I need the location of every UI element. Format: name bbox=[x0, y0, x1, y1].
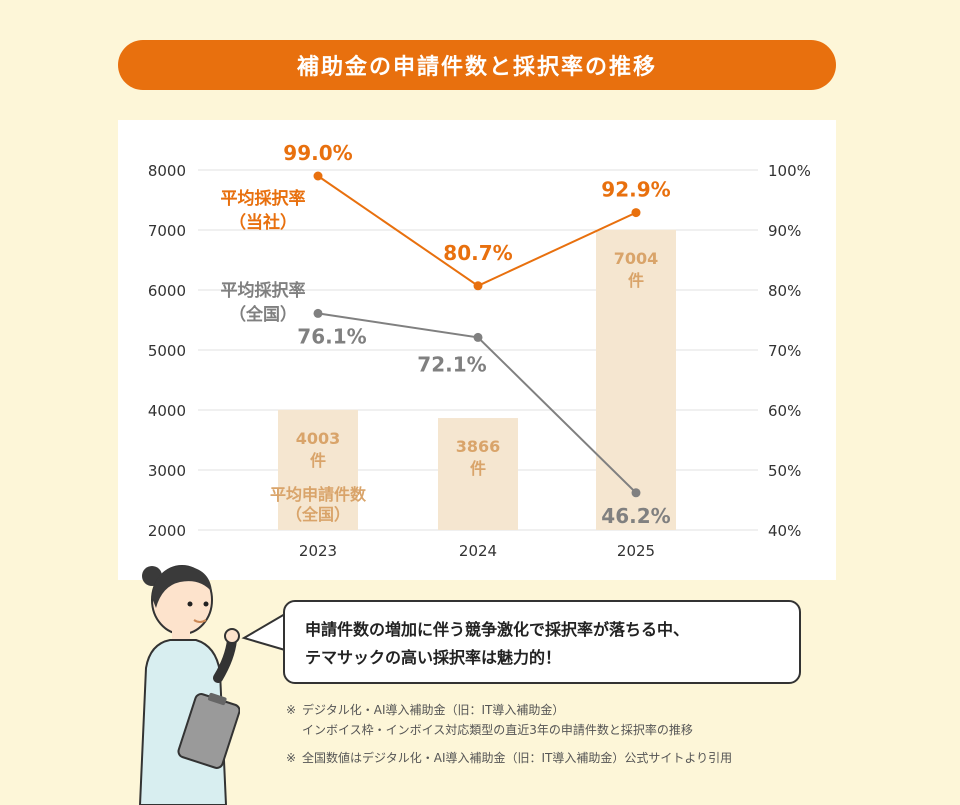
left-axis-tick-label: 3000 bbox=[148, 462, 186, 480]
series-point bbox=[473, 281, 483, 291]
footnotes: ※ デジタル化・AI導入補助金（旧：IT導入補助金） インボイス枠・インボイス対… bbox=[286, 700, 846, 768]
bar-unit-label: 件 bbox=[310, 451, 326, 470]
line-series-name: 平均採択率 bbox=[221, 188, 306, 209]
left-axis-tick-label: 6000 bbox=[148, 282, 186, 300]
line-series-name: 平均採択率 bbox=[221, 280, 306, 301]
series-data-label: 92.9% bbox=[601, 178, 670, 202]
series-data-label: 46.2% bbox=[601, 504, 670, 528]
line-series-name: （当社） bbox=[229, 212, 297, 233]
note-mark: ※ bbox=[286, 703, 297, 717]
bubble-line-2: テマサックの高い採択率は魅力的！ bbox=[305, 648, 562, 667]
footnote-2-text: 全国数値はデジタル化・AI導入補助金（旧：IT導入補助金）公式サイトより引用 bbox=[302, 751, 733, 765]
chart-title-banner: 補助金の申請件数と採択率の推移 bbox=[118, 40, 836, 90]
series-point bbox=[313, 171, 323, 181]
footnote-1: ※ デジタル化・AI導入補助金（旧：IT導入補助金） インボイス枠・インボイス対… bbox=[286, 700, 846, 740]
right-axis-tick-label: 40% bbox=[768, 522, 801, 540]
note-mark: ※ bbox=[286, 751, 297, 765]
left-axis-tick-label: 8000 bbox=[148, 162, 186, 180]
series-point bbox=[473, 332, 483, 342]
series-point bbox=[313, 308, 323, 318]
x-axis-tick-label: 2024 bbox=[459, 542, 497, 560]
series-point bbox=[631, 488, 641, 498]
chart-card: 2000 3000 4000 5000 6000 7000 8000 40% 50% 60% 70%… bbox=[118, 120, 836, 580]
left-axis-tick-label: 4000 bbox=[148, 402, 186, 420]
line-series-name: （全国） bbox=[229, 304, 297, 325]
left-axis-tick-label: 5000 bbox=[148, 342, 186, 360]
bar-value-label: 4003 bbox=[296, 429, 341, 448]
nurse-illustration-icon bbox=[138, 565, 240, 805]
bar-value-label: 3866 bbox=[456, 437, 501, 456]
bar-series-name: （全国） bbox=[286, 505, 350, 524]
right-axis-tick-label: 90% bbox=[768, 222, 801, 240]
series-data-label: 99.0% bbox=[283, 141, 352, 165]
footnote-2: ※ 全国数値はデジタル化・AI導入補助金（旧：IT導入補助金）公式サイトより引用 bbox=[286, 748, 846, 768]
bar-value-label: 7004 bbox=[614, 249, 659, 268]
series-point bbox=[631, 208, 641, 218]
bar bbox=[278, 409, 358, 530]
left-axis-tick-label: 2000 bbox=[148, 522, 186, 540]
series-data-label: 72.1% bbox=[417, 352, 486, 376]
footnote-1-line-1: デジタル化・AI導入補助金（旧：IT導入補助金） bbox=[302, 703, 565, 717]
bar bbox=[438, 418, 518, 530]
right-axis-tick-label: 80% bbox=[768, 282, 801, 300]
chart-title: 補助金の申請件数と採択率の推移 bbox=[296, 55, 657, 80]
bar bbox=[596, 229, 676, 530]
right-axis-tick-label: 70% bbox=[768, 342, 801, 360]
chart-svg: 2000 3000 4000 5000 6000 7000 8000 40% 50% 60% 70%… bbox=[148, 141, 811, 560]
right-axis-tick-label: 50% bbox=[768, 462, 801, 480]
left-axis-tick-label: 7000 bbox=[148, 222, 186, 240]
bar-unit-label: 件 bbox=[628, 271, 644, 290]
series-data-label: 80.7% bbox=[443, 241, 512, 265]
series-line bbox=[317, 175, 637, 287]
x-axis-tick-label: 2025 bbox=[617, 542, 655, 560]
bar-unit-label: 件 bbox=[470, 459, 486, 478]
series-data-label: 76.1% bbox=[297, 324, 366, 348]
x-axis-tick-label: 2023 bbox=[299, 542, 337, 560]
bubble-line-1: 申請件数の増加に伴う競争激化で採択率が落ちる中、 bbox=[305, 620, 690, 639]
right-axis-tick-label: 100% bbox=[768, 162, 811, 180]
right-axis-tick-label: 60% bbox=[768, 402, 801, 420]
footnote-1-line-2: インボイス枠・インボイス対応類型の直近3年の申請件数と採択率の推移 bbox=[302, 723, 693, 737]
bar-series-name: 平均申請件数 bbox=[270, 485, 367, 504]
speech-bubble: 申請件数の増加に伴う競争激化で採択率が落ちる中、 テマサックの高い採択率は魅力的… bbox=[283, 600, 801, 684]
